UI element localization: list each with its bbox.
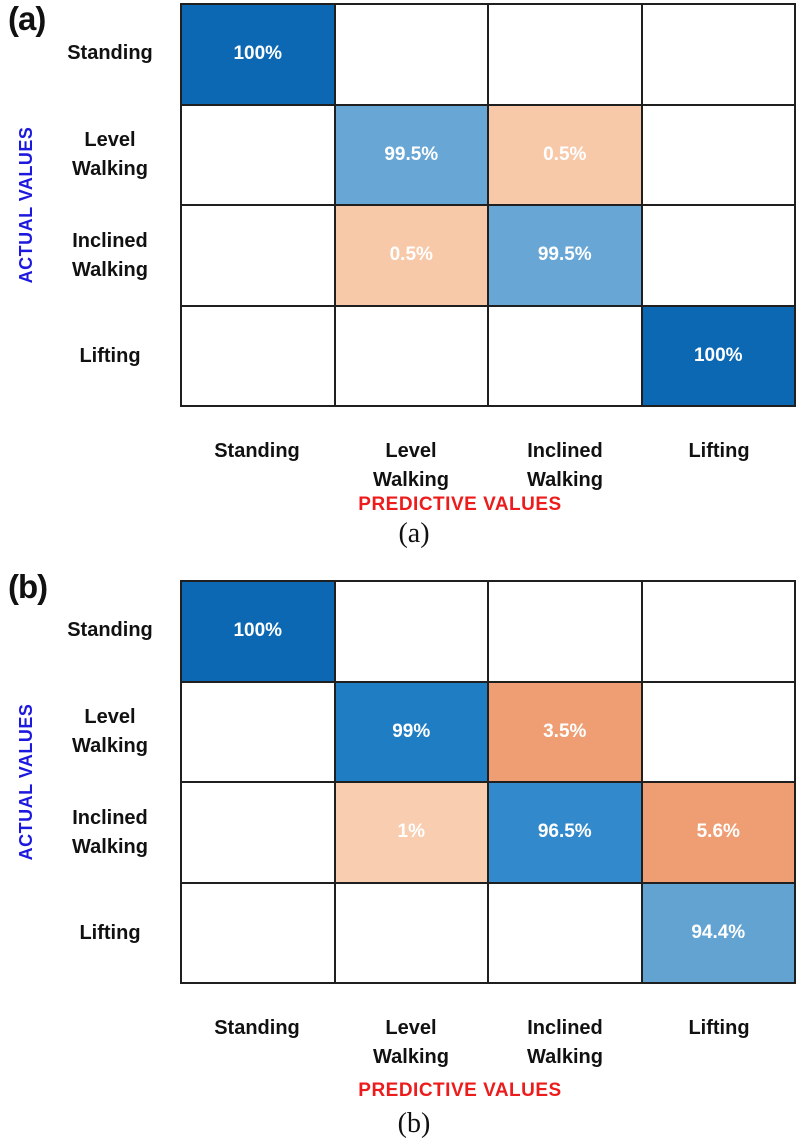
row-label: Level Walking bbox=[72, 705, 148, 757]
matrix-cell-empty bbox=[182, 105, 334, 204]
col-label: Level Walking bbox=[373, 1017, 449, 1068]
x-axis-title: PREDICTIVE VALUES bbox=[358, 1080, 562, 1101]
col-label: Standing bbox=[214, 440, 300, 462]
matrix-cell-empty bbox=[182, 883, 334, 982]
y-axis-title: ACTUAL VALUES bbox=[16, 126, 36, 284]
x-axis-title: PREDICTIVE VALUES bbox=[358, 494, 562, 515]
matrix-grid: 100% 99.5% 0.5% 0.5% 99.5% 100% bbox=[180, 3, 796, 407]
col-label: Standing bbox=[214, 1017, 300, 1039]
matrix-cell-value: 100% bbox=[642, 306, 794, 405]
col-label: Level Walking bbox=[373, 440, 449, 491]
row-label: Standing bbox=[67, 619, 153, 641]
row-label: Inclined Walking bbox=[72, 229, 148, 281]
matrix-cell-empty bbox=[182, 306, 334, 405]
matrix-cell-value: 100% bbox=[182, 5, 334, 104]
y-axis-title: ACTUAL VALUES bbox=[16, 703, 36, 861]
panel-caption-a: (a) bbox=[398, 518, 430, 549]
col-label: Inclined Walking bbox=[527, 440, 603, 491]
matrix-grid: 100% 99% 3.5% 1% 96.5% 5.6% 94.4% bbox=[180, 580, 796, 984]
matrix-cell-empty bbox=[489, 306, 641, 405]
matrix-cell-empty bbox=[335, 5, 487, 104]
confusion-matrix-panel-a: (a) ACTUAL VALUES Standing Level Walking I… bbox=[0, 0, 800, 560]
matrix-cell-value: 3.5% bbox=[489, 682, 641, 781]
col-label: Inclined Walking bbox=[527, 1017, 603, 1068]
matrix-cell-value: 99.5% bbox=[335, 105, 487, 204]
matrix-cell-empty bbox=[489, 582, 641, 681]
col-labels: Standing Level Walking Inclined Walking Lif… bbox=[180, 1000, 796, 1072]
matrix-cell-value: 99% bbox=[335, 682, 487, 781]
matrix-cell-empty bbox=[489, 883, 641, 982]
matrix-cell-empty bbox=[335, 306, 487, 405]
matrix-cell-value: 0.5% bbox=[489, 105, 641, 204]
matrix-cell-value: 1% bbox=[335, 783, 487, 882]
row-label: Inclined Walking bbox=[72, 806, 148, 858]
panel-label-b: (b) bbox=[8, 568, 48, 605]
matrix-cell-value: 96.5% bbox=[489, 783, 641, 882]
matrix-cell-value: 5.6% bbox=[642, 783, 794, 882]
matrix-cell-value: 0.5% bbox=[335, 206, 487, 305]
matrix-cell-empty bbox=[489, 5, 641, 104]
matrix-cell-empty bbox=[642, 682, 794, 781]
panel-label-a: (a) bbox=[8, 0, 46, 37]
matrix-cell-empty bbox=[182, 783, 334, 882]
row-label: Lifting bbox=[79, 922, 141, 944]
row-label: Lifting bbox=[79, 345, 141, 367]
col-label: Lifting bbox=[688, 1017, 750, 1039]
matrix-cell-empty bbox=[642, 105, 794, 204]
col-label: Lifting bbox=[688, 440, 750, 462]
panel-caption-b: (b) bbox=[397, 1108, 431, 1139]
confusion-matrix-panel-b: (b) ACTUAL VALUES Standing Level Walking I… bbox=[0, 560, 800, 1146]
matrix-cell-empty bbox=[335, 883, 487, 982]
matrix-cell-empty bbox=[642, 206, 794, 305]
matrix-cell-value: 94.4% bbox=[642, 883, 794, 982]
row-label: Standing bbox=[67, 42, 153, 64]
matrix-cell-empty bbox=[642, 5, 794, 104]
row-label: Level Walking bbox=[72, 128, 148, 180]
matrix-cell-empty bbox=[182, 682, 334, 781]
matrix-cell-empty bbox=[642, 582, 794, 681]
matrix-cell-empty bbox=[182, 206, 334, 305]
row-labels: Standing Level Walking Inclined Walking Lif… bbox=[40, 580, 180, 984]
row-labels: Standing Level Walking Inclined Walking Lif… bbox=[40, 3, 180, 407]
col-labels: Standing Level Walking Inclined Walking Lif… bbox=[180, 423, 796, 495]
matrix-cell-empty bbox=[335, 582, 487, 681]
matrix-cell-value: 100% bbox=[182, 582, 334, 681]
matrix-cell-value: 99.5% bbox=[489, 206, 641, 305]
